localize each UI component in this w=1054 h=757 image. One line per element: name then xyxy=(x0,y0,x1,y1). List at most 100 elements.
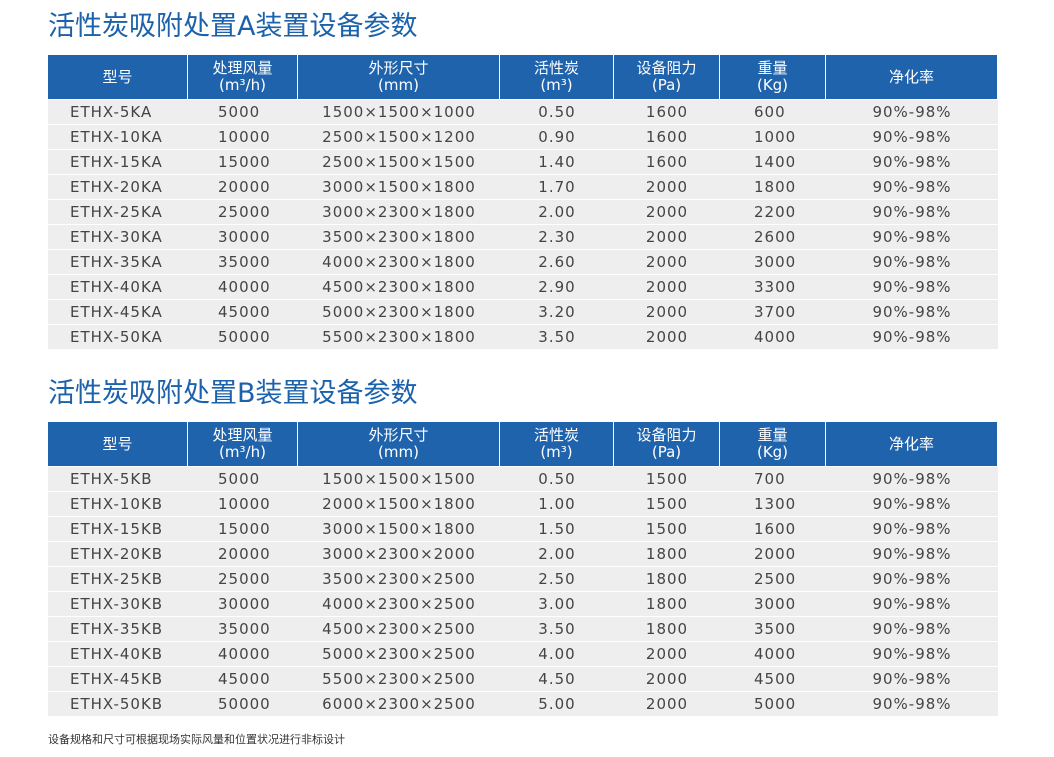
table-cell: ETHX-15KB xyxy=(48,517,188,541)
table-cell: 4500×2300×2500 xyxy=(298,617,500,641)
table-cell: 1600 xyxy=(614,150,720,174)
table-cell: 90%-98% xyxy=(826,150,998,174)
table-cell: ETHX-20KA xyxy=(48,175,188,199)
table-cell: 90%-98% xyxy=(826,250,998,274)
header-text: (m³/h) xyxy=(219,76,266,94)
table-cell: 90%-98% xyxy=(826,275,998,299)
table-cell: 90%-98% xyxy=(826,542,998,566)
table-cell: 40000 xyxy=(188,642,298,666)
table-cell: 25000 xyxy=(188,567,298,591)
header-text: (mm) xyxy=(378,76,419,94)
table-cell: 35000 xyxy=(188,250,298,274)
table-cell: 2.30 xyxy=(500,225,614,249)
header-text: (Pa) xyxy=(651,76,682,94)
header-cell: 重量 (Kg) xyxy=(720,422,826,466)
table-cell: ETHX-30KA xyxy=(48,225,188,249)
header-cell: 设备阻力 (Pa) xyxy=(614,55,720,99)
table-cell: ETHX-10KB xyxy=(48,492,188,516)
table-cell: 90%-98% xyxy=(826,200,998,224)
table-cell: 2.60 xyxy=(500,250,614,274)
table-cell: 0.90 xyxy=(500,125,614,149)
header-text: (Pa) xyxy=(651,443,682,461)
table-cell: 3700 xyxy=(720,300,826,324)
table-cell: 3000 xyxy=(720,250,826,274)
header-text: 处理风量 xyxy=(212,426,273,444)
table-cell: 5500×2300×2500 xyxy=(298,667,500,691)
footnote: 设备规格和尺寸可根据现场实际风量和位置状况进行非标设计 xyxy=(48,733,345,746)
header-cell: 型号 xyxy=(48,55,188,99)
table-cell: 1600 xyxy=(614,125,720,149)
table-cell: 90%-98% xyxy=(826,300,998,324)
table-cell: ETHX-15KA xyxy=(48,150,188,174)
table-cell: ETHX-35KA xyxy=(48,250,188,274)
table-cell: 1.50 xyxy=(500,517,614,541)
table-cell: ETHX-30KB xyxy=(48,592,188,616)
table-cell: ETHX-25KA xyxy=(48,200,188,224)
table-cell: 3.20 xyxy=(500,300,614,324)
table-cell: 2500×1500×1200 xyxy=(298,125,500,149)
table-cell: 10000 xyxy=(188,125,298,149)
table-cell: 4500 xyxy=(720,667,826,691)
table-cell: 1800 xyxy=(720,175,826,199)
header-cell: 重量 (Kg) xyxy=(720,55,826,99)
table-cell: 3.50 xyxy=(500,617,614,641)
table-cell: 3300 xyxy=(720,275,826,299)
table-cell: 5000 xyxy=(720,692,826,716)
table-title: 活性炭吸附处置A装置设备参数 xyxy=(48,11,418,42)
table-cell: 40000 xyxy=(188,275,298,299)
table-cell: 90%-98% xyxy=(826,100,998,124)
header-text: 外形尺寸 xyxy=(368,59,429,77)
header-cell: 活性炭 (m³) xyxy=(500,55,614,99)
table-cell: 5500×2300×1800 xyxy=(298,325,500,349)
table-cell: ETHX-5KB xyxy=(48,467,188,491)
header-cell: 活性炭 (m³) xyxy=(500,422,614,466)
table-cell: 35000 xyxy=(188,617,298,641)
header-text: 外形尺寸 xyxy=(368,426,429,444)
table-cell: 30000 xyxy=(188,225,298,249)
table-cell: 90%-98% xyxy=(826,517,998,541)
table-cell: 90%-98% xyxy=(826,642,998,666)
table-cell: 2.00 xyxy=(500,542,614,566)
table-cell: 25000 xyxy=(188,200,298,224)
table-cell: 2000 xyxy=(614,175,720,199)
table-cell: 15000 xyxy=(188,150,298,174)
table-cell: 90%-98% xyxy=(826,617,998,641)
table-cell: 1500 xyxy=(614,517,720,541)
table-cell: 2000 xyxy=(614,200,720,224)
table-cell: ETHX-5KA xyxy=(48,100,188,124)
table-cell: 2600 xyxy=(720,225,826,249)
header-text: 活性炭 xyxy=(533,426,579,444)
table-cell: 600 xyxy=(720,100,826,124)
table-cell: 90%-98% xyxy=(826,567,998,591)
table-cell: 3000 xyxy=(720,592,826,616)
table-cell: ETHX-20KB xyxy=(48,542,188,566)
header-text: 设备阻力 xyxy=(636,426,697,444)
table-cell: 3500 xyxy=(720,617,826,641)
header-cell: 处理风量 (m³/h) xyxy=(188,422,298,466)
table-cell: 1300 xyxy=(720,492,826,516)
header-text: (m³) xyxy=(540,443,573,461)
header-text: (Kg) xyxy=(756,76,789,94)
table-cell: 1600 xyxy=(614,100,720,124)
table-cell: 3.00 xyxy=(500,592,614,616)
table-cell: 2000 xyxy=(614,692,720,716)
table-cell: 2.50 xyxy=(500,567,614,591)
table-cell: ETHX-10KA xyxy=(48,125,188,149)
table-cell: 2.00 xyxy=(500,200,614,224)
table-cell: 2000 xyxy=(614,642,720,666)
table-cell: 3000×1500×1800 xyxy=(298,517,500,541)
table-cell: 3000×2300×1800 xyxy=(298,200,500,224)
table-cell: 4.00 xyxy=(500,642,614,666)
header-cell: 净化率 xyxy=(826,422,998,466)
table-cell: 1800 xyxy=(614,542,720,566)
table-cell: 4500×2300×1800 xyxy=(298,275,500,299)
table-cell: 4.50 xyxy=(500,667,614,691)
table-cell: 1800 xyxy=(614,592,720,616)
header-text: (Kg) xyxy=(756,443,789,461)
table-cell: 90%-98% xyxy=(826,592,998,616)
table-cell: 1.70 xyxy=(500,175,614,199)
header-cell: 净化率 xyxy=(826,55,998,99)
table-cell: 2000 xyxy=(614,225,720,249)
table-cell: 20000 xyxy=(188,175,298,199)
table-cell: 2000 xyxy=(614,250,720,274)
